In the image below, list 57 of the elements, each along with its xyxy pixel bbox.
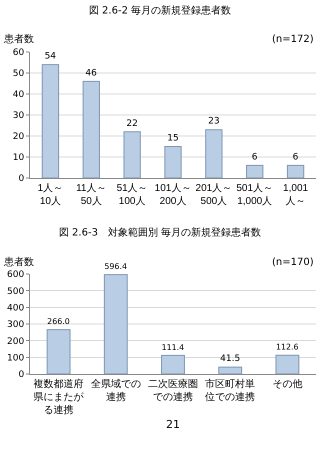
x-tick-label: その他 — [272, 378, 302, 390]
data-label: 54 — [44, 52, 56, 62]
text: (n=172) — [272, 34, 314, 45]
bar — [82, 80, 100, 178]
chart-title: 図 2.6-2 毎月の新規登録患者数 — [88, 4, 232, 17]
y-tick-label: 20 — [12, 132, 24, 142]
bar — [161, 354, 185, 374]
y-axis-title: 患者数 — [3, 256, 34, 268]
data-label: 266.0 — [47, 317, 70, 326]
y-tick-label: 40 — [12, 90, 24, 100]
data-label: 23 — [208, 116, 220, 127]
x-tick-label: 1,001人～ — [283, 183, 309, 207]
data-label: 112.6 — [276, 342, 299, 352]
x-tick-label: 201人～500人 — [196, 183, 232, 207]
bar — [104, 274, 128, 374]
bar — [42, 64, 60, 178]
bar — [286, 164, 304, 178]
y-tick-label: 300 — [7, 320, 24, 330]
bar — [164, 146, 182, 178]
y-tick-label: 400 — [7, 303, 24, 314]
y-axis-title: 患者数 — [3, 33, 34, 45]
text: (n=170) — [272, 257, 314, 268]
x-tick-label: 51人～100人 — [116, 183, 148, 207]
data-label: 41.5 — [220, 354, 240, 364]
x-tick-label: 複数都道府県にまたがる連携 — [34, 378, 85, 416]
x-tick-label: 1人～10人 — [38, 183, 64, 207]
data-label: 6 — [292, 152, 299, 162]
bar — [218, 366, 242, 374]
bar — [123, 131, 141, 178]
y-tick-label: 0 — [18, 370, 24, 380]
y-tick-label: 10 — [12, 153, 24, 164]
data-label: 6 — [252, 152, 258, 162]
x-tick-label: 501人～1,000人 — [236, 183, 274, 207]
chart-title: 図 2.6-3 対象範囲別 毎月の新規登録患者数 — [58, 226, 262, 239]
bar — [205, 129, 223, 178]
data-label: 111.4 — [162, 342, 184, 352]
x-tick-label: 二次医療圏での連携 — [148, 378, 198, 403]
x-tick-label: 101人～200人 — [154, 183, 192, 207]
data-label: 22 — [126, 118, 138, 129]
y-tick-label: 200 — [7, 336, 24, 347]
y-tick-label: 500 — [7, 286, 24, 297]
data-label: 596.4 — [104, 262, 127, 271]
y-tick-label: 50 — [12, 69, 24, 80]
x-tick-label: 市区町村単位での連携 — [205, 378, 256, 403]
y-tick-label: 100 — [7, 353, 24, 364]
bar — [46, 329, 71, 374]
bar — [246, 164, 264, 178]
y-tick-label: 60 — [12, 48, 24, 58]
y-tick-label: 30 — [12, 111, 24, 122]
x-tick-label: 11人～50人 — [76, 183, 106, 207]
y-tick-label: 0 — [18, 174, 24, 184]
bar — [275, 354, 300, 374]
text: 21 — [166, 418, 180, 431]
data-label: 46 — [85, 68, 98, 78]
data-label: 15 — [167, 134, 179, 144]
x-tick-label: 全県域での連携 — [90, 378, 141, 403]
y-tick-label: 600 — [7, 270, 24, 280]
